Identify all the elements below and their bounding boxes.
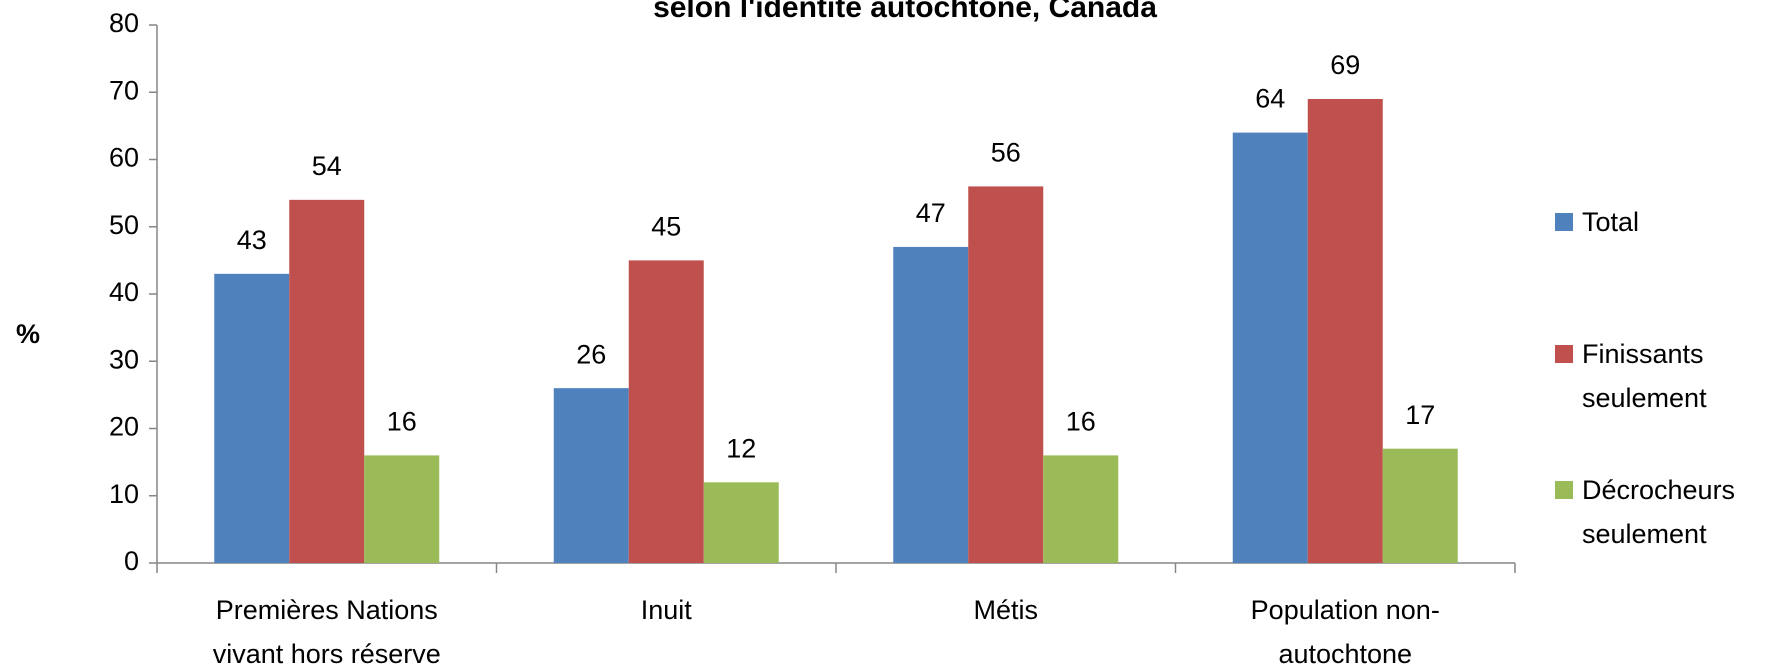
legend-label: Finissants seulement — [1582, 339, 1707, 413]
x-tick-label: Métis — [973, 595, 1038, 625]
y-tick-label: 30 — [109, 344, 139, 374]
y-tick-label: 10 — [109, 479, 139, 509]
bar — [628, 260, 704, 563]
bar — [1232, 132, 1308, 563]
y-axis-label: % — [16, 319, 40, 349]
x-tick-label: Inuit — [640, 595, 692, 625]
bar — [553, 388, 629, 563]
bar — [1382, 448, 1458, 563]
y-tick-label: 0 — [124, 546, 139, 576]
bar — [214, 273, 290, 563]
chart-title: selon l'identité autochtone, Canada — [653, 0, 1157, 24]
value-label: 26 — [576, 339, 606, 369]
y-tick-label: 20 — [109, 412, 139, 442]
x-tick-label: Population non-autochtone — [1250, 595, 1440, 669]
y-tick-label: 60 — [109, 143, 139, 173]
y-tick-label: 70 — [109, 75, 139, 105]
value-label: 47 — [916, 198, 946, 228]
legend-label: Total — [1582, 207, 1640, 237]
y-tick-label: 80 — [109, 8, 139, 38]
bar — [1307, 98, 1383, 563]
value-label: 16 — [1066, 407, 1096, 437]
value-label: 45 — [651, 212, 681, 242]
bar — [893, 246, 969, 564]
legend-label: Décrocheurs seulement — [1582, 475, 1736, 549]
bar — [968, 186, 1044, 563]
x-tick-label: Premières Nations vivant hors réserve — [212, 595, 441, 669]
legend-swatch — [1555, 345, 1573, 363]
value-label: 54 — [312, 151, 342, 181]
value-label: 56 — [991, 138, 1021, 168]
y-tick-label: 40 — [109, 277, 139, 307]
bar — [364, 455, 440, 563]
value-label: 17 — [1405, 400, 1435, 430]
value-label: 69 — [1330, 50, 1360, 80]
value-label: 16 — [387, 407, 417, 437]
y-tick-label: 50 — [109, 210, 139, 240]
value-label: 64 — [1255, 84, 1285, 114]
legend-swatch — [1555, 213, 1573, 231]
bar — [1043, 455, 1119, 563]
bar — [289, 199, 365, 563]
legend-swatch — [1555, 481, 1573, 499]
value-label: 43 — [237, 225, 267, 255]
bar — [703, 482, 779, 563]
value-label: 12 — [726, 433, 756, 463]
